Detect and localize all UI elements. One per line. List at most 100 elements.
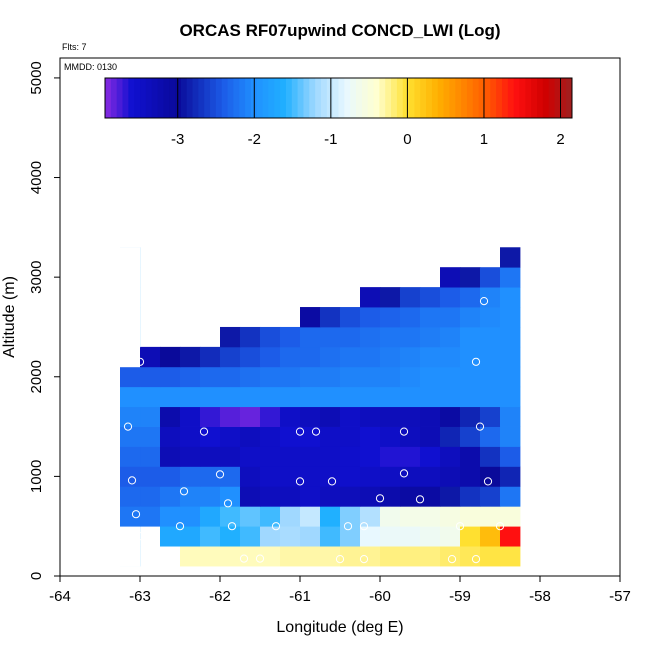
heatmap-cell [260,526,281,547]
heatmap-cell [480,466,501,487]
flight-point [327,477,337,486]
colorbar-segment [128,78,135,118]
y-tick-label: 1000 [28,460,45,493]
colorbar-segment [145,78,153,118]
heatmap-cell [180,446,201,467]
colorbar-segment [151,78,159,118]
heatmap-cell [200,346,221,368]
heatmap-cell [460,426,481,447]
heatmap-cell [160,466,181,487]
heatmap-cell [300,307,321,328]
colorbar-segment [320,78,328,118]
colorbar-segment [186,78,194,118]
heatmap-cell [300,326,321,348]
heatmap-cell [480,326,501,348]
colorbar-segment [210,78,217,118]
heatmap-cell [440,346,461,368]
colorbar-segment [490,78,497,118]
heatmap-cell [460,466,481,487]
y-axis-label: Altitude (m) [1,276,18,358]
flight-point [127,476,137,485]
heatmap-cell [500,386,521,408]
heatmap-cell [340,546,361,567]
y-axis: 0 1000 2000 3000 4000 5000 [28,61,60,580]
heatmap-cell [220,326,241,348]
heatmap-cell [260,506,281,527]
heatmap-cell [140,426,161,447]
heatmap-cell [380,326,401,348]
heatmap-cell [200,366,221,388]
heatmap-cell [240,546,261,567]
heatmap-cell [500,326,521,348]
colorbar-segment [560,78,567,118]
colorbar-segment [373,78,380,118]
heatmap-cell [400,426,421,447]
colorbar-segment [431,78,439,118]
x-tick-label: -60 [369,588,391,605]
chart-title: ORCAS RF07upwind CONCD_LWI (Log) [179,21,500,40]
flight-point [479,297,489,306]
heatmap-cell [340,486,361,507]
heatmap-cell [500,406,521,427]
heatmap-cell [280,326,301,348]
flight-point [311,427,321,436]
heatmap-cell [500,426,521,447]
colorbar-segment [291,78,299,118]
colorbar-segment [472,78,480,118]
heatmap-cell [300,426,321,447]
heatmap-cell [400,287,421,308]
colorbar-segment [391,78,398,118]
heatmap-cell [140,446,161,467]
heatmap-cell [320,366,341,388]
heatmap-cell [400,546,421,567]
heatmap-cell [440,267,461,288]
colorbar-segment [414,78,421,118]
heatmap-cell [400,406,421,427]
y-tick-label: 5000 [28,61,45,94]
heatmap-cell [320,486,341,507]
heatmap-cell [280,366,301,388]
colorbar-tick-label: -1 [324,131,337,148]
heatmap-cell [120,506,141,527]
heatmap-cell [440,386,461,408]
heatmap-cell [420,466,441,487]
colorbar-segment [484,78,491,118]
heatmap-cell [500,546,521,567]
flight-point [359,555,369,564]
colorbar-segment [420,78,427,118]
heatmap-cell [280,486,301,507]
heatmap-cell [400,446,421,467]
heatmap-cell [480,446,501,467]
heatmap-cell [340,307,361,328]
heatmap-cell [180,526,201,547]
colorbar-segment [338,78,345,118]
heatmap-cell [480,346,501,368]
colorbar-segment [239,78,246,118]
heatmap-cell [280,526,301,547]
flight-point [343,522,353,531]
heatmap-cell [280,346,301,368]
heatmap-cell [420,486,441,507]
heatmap-cell [380,426,401,447]
heatmap-cell [240,346,261,368]
colorbar-segment [332,78,339,118]
heatmap-cell [500,446,521,467]
flight-point [223,499,233,508]
y-tick-label: 2000 [28,360,45,393]
heatmap-cell [220,426,241,447]
empty-cell [120,307,140,328]
heatmap-cell [200,406,221,427]
heatmap-cell [360,386,381,408]
heatmap-cell [280,466,301,487]
flight-point [227,522,237,531]
heatmap-cell [160,386,181,408]
heatmap-cell [480,267,501,288]
empty-cell [120,546,140,567]
colorbar-segment [204,78,211,118]
colorbar-segment [169,78,176,118]
colorbar-segment [110,78,118,118]
heatmap-cell [140,346,161,368]
heatmap-cell [380,486,401,507]
heatmap-cell [440,486,461,507]
heatmap-cell [240,426,261,447]
